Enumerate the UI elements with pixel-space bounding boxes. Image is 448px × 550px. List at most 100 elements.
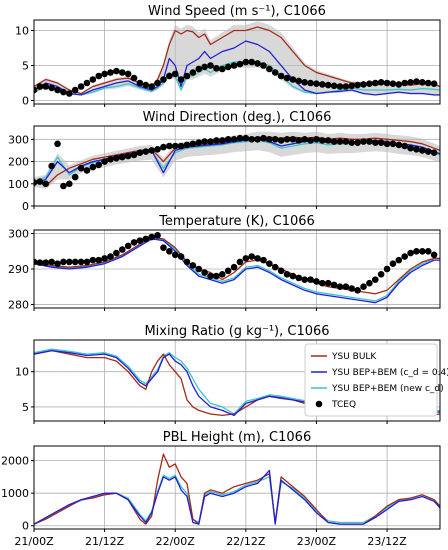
- observation-point: [95, 72, 103, 80]
- observation-point: [295, 137, 303, 144]
- observation-point: [319, 137, 326, 144]
- observation-point: [89, 163, 97, 171]
- observation-point: [236, 258, 244, 266]
- observation-point: [71, 258, 79, 266]
- y-tick-label: 200: [8, 156, 29, 169]
- observation-point: [371, 276, 379, 283]
- observation-point: [419, 79, 426, 86]
- observation-point: [324, 81, 332, 89]
- observation-point: [148, 147, 155, 154]
- panel-5: PBL Height (m), C1066 0 1000 2000: [1, 430, 441, 533]
- observation-point: [430, 251, 438, 259]
- series-line-bep04: [34, 238, 440, 304]
- series-line-bepnew: [34, 61, 440, 96]
- legend-entry: YSU BULK: [331, 352, 377, 362]
- observation-point: [371, 139, 379, 146]
- series-line-bep04: [34, 469, 440, 525]
- observation-point: [401, 142, 408, 150]
- observation-point: [195, 265, 203, 273]
- observation-point: [330, 82, 338, 90]
- observation-point: [395, 256, 403, 264]
- observation-point: [360, 283, 367, 291]
- observation-point: [389, 80, 397, 87]
- y-tick-label: 0: [22, 520, 29, 533]
- legend-box: [304, 343, 438, 417]
- observation-point: [271, 263, 279, 271]
- plot-frame: [33, 445, 441, 530]
- observation-point: [136, 149, 144, 156]
- observation-point: [301, 79, 308, 86]
- panel-title: Mixing Ratio (g kg⁻¹), C1066: [144, 324, 329, 339]
- legend-entry: YSU BEP+BEM (new c_d): [331, 384, 444, 394]
- y-tick-label: 10: [15, 25, 29, 38]
- observation-point: [189, 140, 197, 148]
- observation-point: [171, 70, 179, 78]
- observation-point: [118, 246, 126, 253]
- y-tick-label: 290: [8, 263, 29, 276]
- observation-point: [424, 247, 432, 255]
- series-line-bepnew: [34, 474, 440, 525]
- observation-point: [271, 136, 279, 143]
- x-tick-label: 21/12Z: [85, 535, 125, 548]
- observation-point: [348, 285, 356, 292]
- observation-point: [177, 76, 185, 83]
- observation-point: [130, 239, 138, 246]
- observation-point: [377, 271, 385, 278]
- y-tick-label: 0: [22, 200, 29, 213]
- observation-point: [254, 60, 261, 67]
- observation-point: [254, 136, 261, 143]
- panel-title: Temperature (K), C1066: [158, 214, 315, 229]
- y-tick-label: 1000: [1, 487, 29, 500]
- observation-point: [342, 283, 350, 291]
- observation-point: [113, 67, 120, 75]
- observation-point: [224, 267, 232, 275]
- observation-point: [419, 147, 426, 154]
- observation-point: [213, 137, 220, 144]
- observation-point: [424, 79, 432, 87]
- observation-point: [195, 65, 203, 73]
- observation-point: [413, 247, 420, 255]
- observation-point: [260, 134, 267, 142]
- observation-point: [48, 162, 55, 170]
- observation-point: [101, 158, 108, 165]
- observation-point: [36, 83, 44, 90]
- observation-point: [142, 81, 150, 89]
- panel-title: PBL Height (m), C1066: [163, 430, 311, 445]
- observation-point: [77, 83, 85, 90]
- observation-point: [366, 138, 373, 145]
- observation-point: [195, 139, 203, 146]
- observation-point: [148, 233, 155, 241]
- plot-frame: [33, 19, 441, 105]
- observation-point: [407, 144, 414, 152]
- y-tick-label: 280: [8, 298, 29, 311]
- observation-point: [207, 272, 214, 280]
- y-tick-label: 10: [15, 366, 29, 379]
- observation-point: [34, 179, 38, 186]
- observation-point: [230, 136, 238, 143]
- observation-point: [160, 76, 167, 83]
- observation-point: [101, 70, 108, 78]
- observation-point: [130, 151, 138, 159]
- observation-point: [248, 253, 256, 260]
- observation-point: [166, 142, 173, 150]
- legend-marker: [315, 400, 323, 408]
- series-line-bulk: [34, 453, 440, 525]
- observation-point: [277, 137, 285, 144]
- observation-point: [177, 253, 185, 260]
- observation-point: [389, 140, 397, 148]
- observation-point: [83, 79, 91, 87]
- y-tick-label: 300: [8, 228, 29, 241]
- observation-point: [313, 136, 320, 143]
- observation-point: [124, 70, 132, 78]
- observation-point: [430, 149, 438, 156]
- observation-point: [224, 136, 232, 143]
- observation-point: [324, 279, 332, 287]
- observation-point: [207, 62, 214, 69]
- spread-band: [34, 131, 440, 189]
- observation-point: [42, 180, 50, 188]
- observation-point: [354, 286, 361, 294]
- observation-point: [183, 141, 191, 149]
- observation-point: [295, 77, 303, 85]
